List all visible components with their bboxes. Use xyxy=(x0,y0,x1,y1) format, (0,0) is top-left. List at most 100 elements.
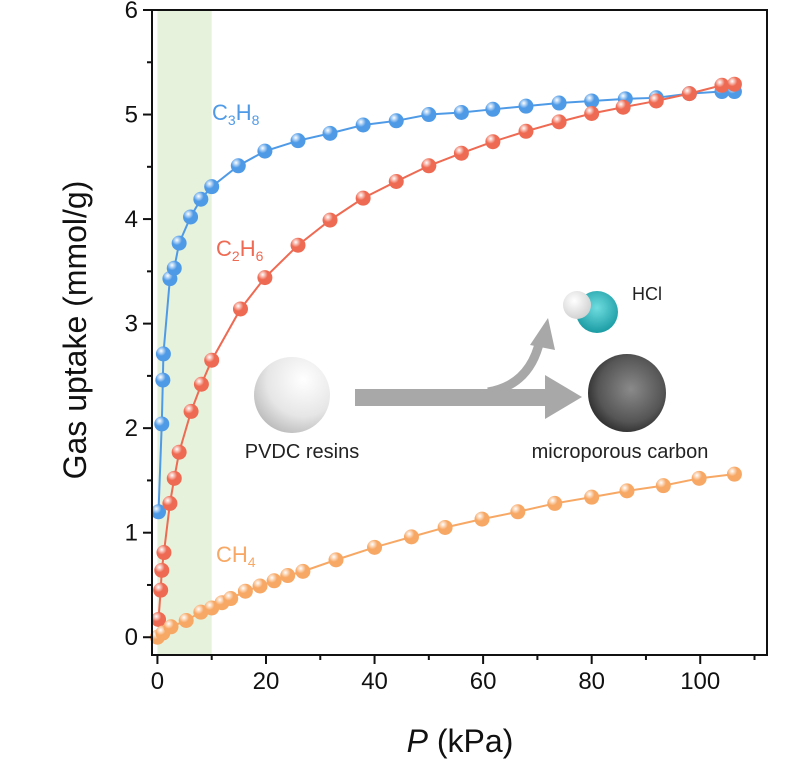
hcl-label: HCl xyxy=(632,284,662,304)
data-point xyxy=(388,113,404,129)
data-point xyxy=(178,613,194,629)
data-point xyxy=(474,511,490,527)
x-tick-label: 40 xyxy=(361,668,388,695)
y-tick-label: 3 xyxy=(125,311,138,338)
data-point xyxy=(584,489,600,505)
data-point xyxy=(155,346,171,362)
data-point xyxy=(193,191,209,207)
data-point xyxy=(655,478,671,494)
pvdc-label: PVDC resins xyxy=(245,441,359,463)
subscript: 8 xyxy=(252,112,260,128)
data-point xyxy=(551,114,567,130)
data-point xyxy=(252,578,268,594)
data-point xyxy=(151,611,167,627)
x-tick-label: 0 xyxy=(151,668,164,695)
data-point xyxy=(584,105,600,121)
y-tick-label: 5 xyxy=(125,102,138,129)
carbon-label: microporous carbon xyxy=(532,441,709,463)
data-point xyxy=(166,470,182,486)
label-text: CH xyxy=(216,542,248,567)
y-axis-label: Gas uptake (mmol/g) xyxy=(57,181,93,480)
data-point xyxy=(183,403,199,419)
data-point xyxy=(714,77,730,93)
data-point xyxy=(547,495,563,511)
data-point xyxy=(171,444,187,460)
series-c3h8 xyxy=(151,84,742,520)
data-point xyxy=(726,76,742,92)
series-layer xyxy=(149,76,742,645)
data-point xyxy=(619,483,635,499)
data-point xyxy=(193,376,209,392)
data-point xyxy=(166,260,182,276)
x-axis-label: P (kPa) xyxy=(407,723,514,759)
data-point xyxy=(485,134,501,150)
x-tick-label: 80 xyxy=(578,668,605,695)
data-point xyxy=(485,101,501,117)
subscript: 3 xyxy=(228,112,236,128)
data-point xyxy=(151,504,167,520)
data-point xyxy=(204,352,220,368)
data-point xyxy=(163,619,179,635)
x-axis-label-unit: (kPa) xyxy=(428,723,513,759)
label-text: H xyxy=(240,236,256,261)
curved-arrow-head xyxy=(530,318,555,350)
data-point xyxy=(204,179,220,195)
axes: 0 20 40 60 80 100 0 1 2 3 4 5 6 xyxy=(125,0,768,695)
y-tick-label: 0 xyxy=(125,624,138,651)
data-point xyxy=(421,107,437,123)
data-point xyxy=(726,466,742,482)
data-point xyxy=(257,143,273,159)
data-point xyxy=(510,504,526,520)
main-arrow-shaft xyxy=(355,389,550,406)
series-ch4 xyxy=(149,466,742,645)
y-tick-label: 1 xyxy=(125,520,138,547)
y-tick-label: 6 xyxy=(125,0,138,24)
y-tick-label: 4 xyxy=(125,206,138,233)
data-point xyxy=(421,158,437,174)
data-point xyxy=(437,519,453,535)
x-tick-label: 20 xyxy=(253,668,280,695)
data-point xyxy=(388,173,404,189)
x-tick-label: 100 xyxy=(680,668,720,695)
data-point xyxy=(691,470,707,486)
main-arrow-head xyxy=(545,375,582,419)
data-point xyxy=(322,125,338,141)
data-point xyxy=(171,235,187,251)
data-point xyxy=(518,98,534,114)
data-point xyxy=(183,209,199,225)
pvdc-resin-sphere xyxy=(254,357,330,433)
data-point xyxy=(156,545,172,561)
curved-arrow xyxy=(487,338,545,397)
data-point xyxy=(155,372,171,388)
data-point xyxy=(230,158,246,174)
data-point xyxy=(551,95,567,111)
x-tick-label: 60 xyxy=(470,668,497,695)
series-label-ch4: CH4 xyxy=(216,542,256,570)
data-point xyxy=(266,573,282,589)
data-point xyxy=(153,582,169,598)
series-label-c3h8: C3H8 xyxy=(212,100,260,128)
label-text: C xyxy=(216,236,232,261)
data-point xyxy=(232,301,248,317)
data-point xyxy=(648,93,664,109)
data-point xyxy=(295,563,311,579)
data-point xyxy=(328,552,344,568)
series-label-c2h6: C2H6 xyxy=(216,236,264,264)
subscript: 2 xyxy=(232,248,240,264)
data-point xyxy=(223,591,239,607)
label-text: H xyxy=(236,100,252,125)
data-point xyxy=(367,539,383,555)
series-c2h6 xyxy=(151,76,742,627)
data-point xyxy=(518,123,534,139)
data-point xyxy=(322,212,338,228)
data-point xyxy=(453,104,469,120)
subscript: 4 xyxy=(248,554,256,570)
data-point xyxy=(154,416,170,432)
data-point xyxy=(237,583,253,599)
data-point xyxy=(162,495,178,511)
schematic-illustration: PVDC resins microporous carbon HCl xyxy=(245,284,709,463)
data-point xyxy=(290,133,306,149)
microporous-carbon-sphere xyxy=(588,354,666,432)
label-text: C xyxy=(212,100,228,125)
